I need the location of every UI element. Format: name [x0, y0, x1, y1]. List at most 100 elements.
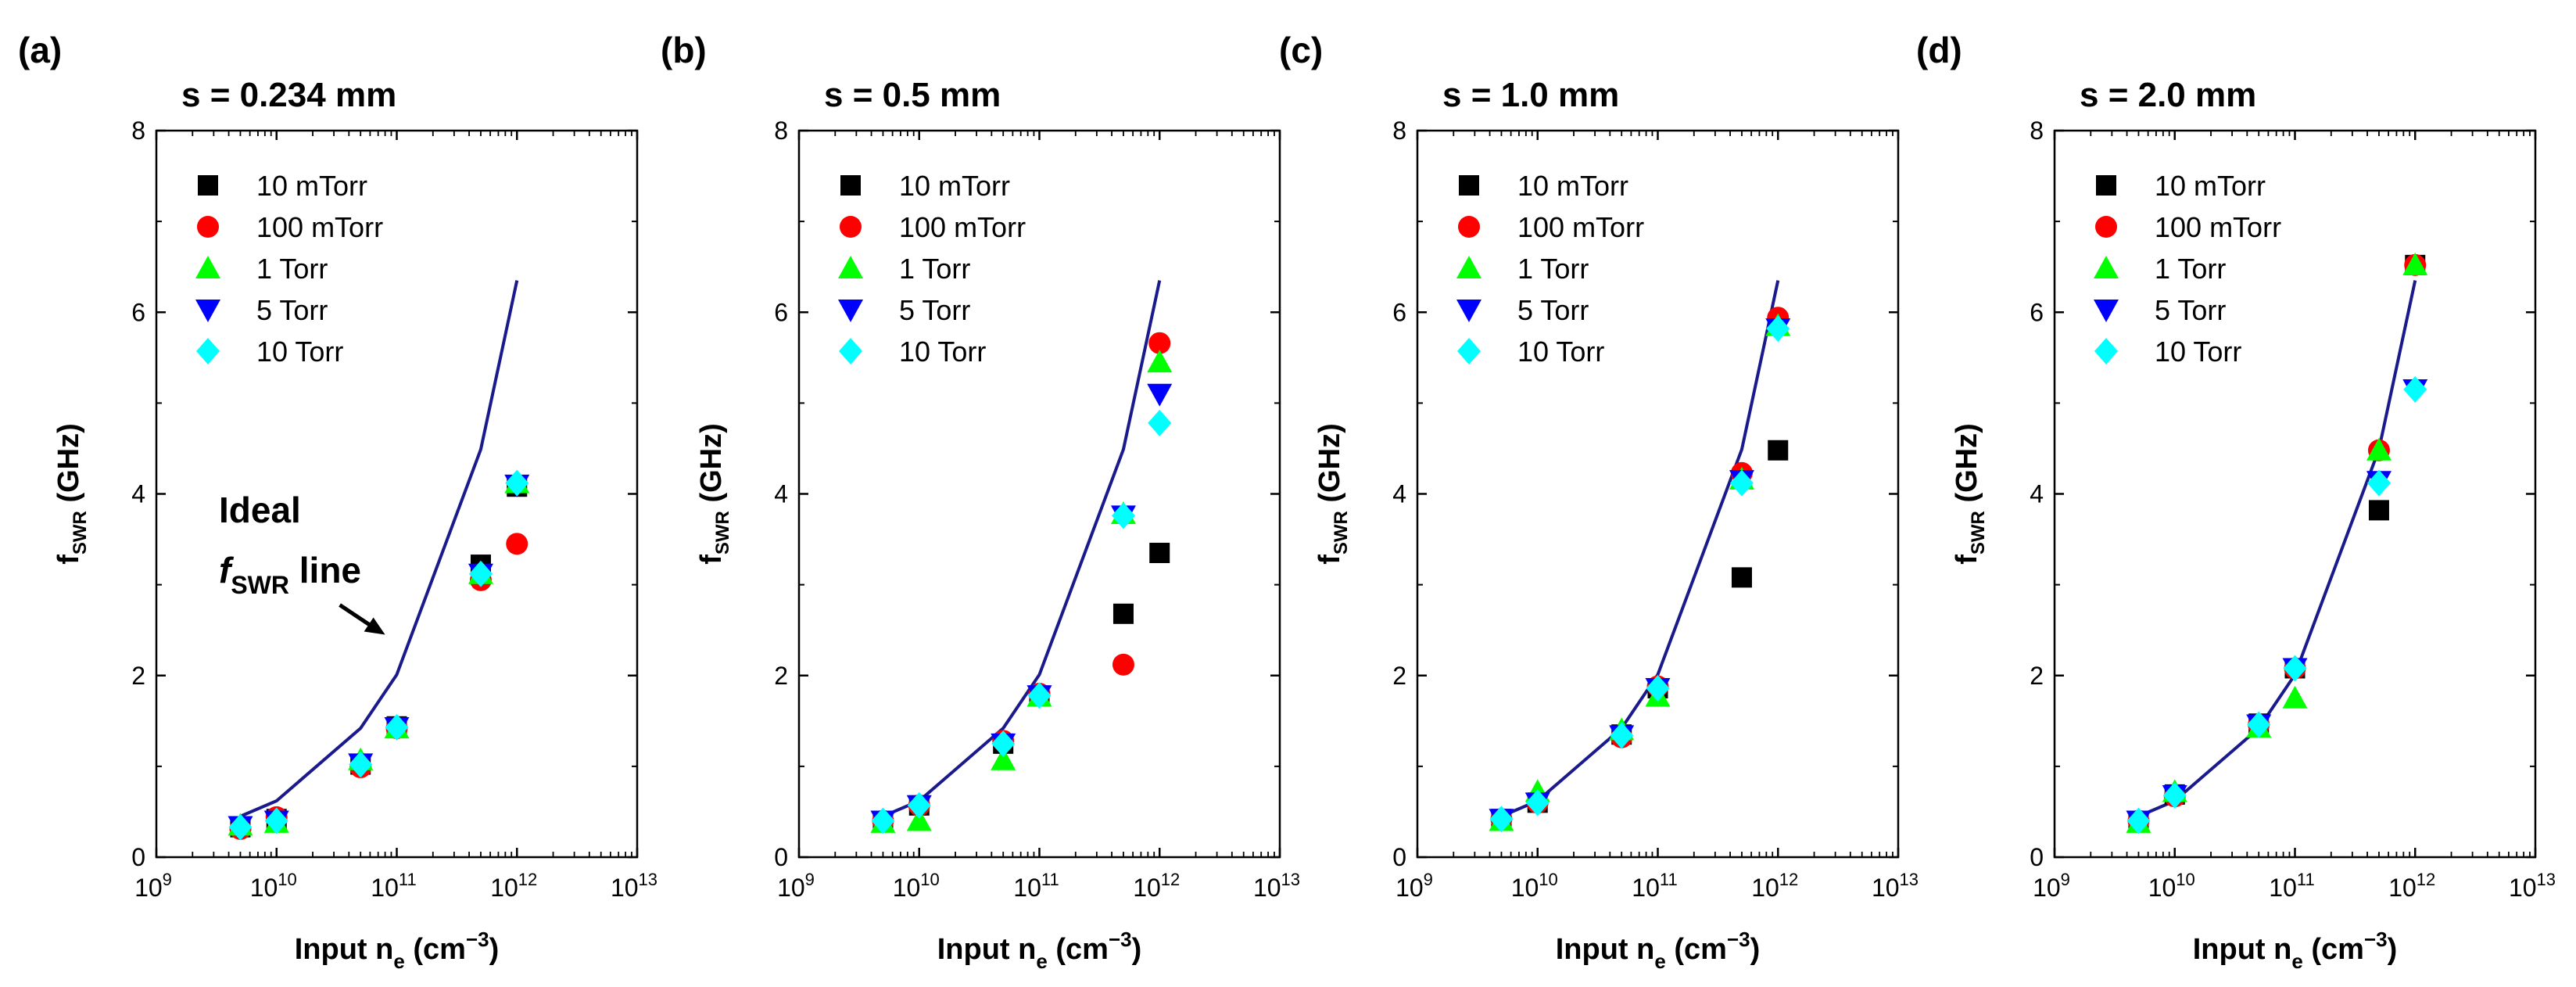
legend-marker-circle	[2095, 216, 2117, 238]
x-tick-label: 109	[134, 870, 172, 902]
panel-title: s = 1.0 mm	[1442, 76, 1619, 114]
annotation-sub: SWR	[231, 571, 289, 599]
data-point-square	[1149, 542, 1170, 563]
data-point-diamond	[1729, 469, 1754, 497]
y-tick-label: 0	[1392, 843, 1406, 871]
legend-label: 100 mTorr	[899, 211, 1026, 243]
data-point-triangle-up	[906, 808, 932, 831]
legend-marker-triangle-down	[838, 300, 863, 322]
plot-frame	[1416, 129, 1900, 859]
legend-label: 1 Torr	[2155, 253, 2226, 285]
y-label-sub: SWR	[712, 511, 733, 555]
data-point-diamond	[991, 730, 1016, 757]
y-tick-label: 8	[774, 117, 788, 145]
x-tick-label: 109	[2033, 870, 2070, 902]
data-point-square	[1731, 567, 1752, 588]
x-tick-exp: 11	[399, 870, 417, 889]
data-point-diamond	[1489, 806, 1514, 833]
x-tick-label: 109	[777, 870, 815, 902]
x-tick-base: 10	[1013, 874, 1041, 902]
x-label-main: Input n	[1556, 933, 1655, 966]
data-point-diamond	[2247, 711, 2271, 738]
legend-marker-triangle-down	[2094, 300, 2119, 322]
legend-marker-circle	[197, 216, 219, 238]
legend-label: 10 Torr	[256, 336, 343, 368]
data-point-triangle-down	[1147, 383, 1173, 407]
x-tick-exp: 12	[1779, 870, 1798, 889]
legend-label: 1 Torr	[256, 253, 328, 285]
x-tick-label: 1011	[1632, 870, 1677, 902]
data-point-diamond	[505, 469, 529, 497]
x-tick-base: 10	[250, 874, 278, 902]
x-tick-label: 1013	[2509, 870, 2556, 902]
x-tick-exp: 12	[1161, 870, 1180, 889]
panel-letter: (b)	[661, 30, 707, 70]
data-point-diamond	[228, 813, 253, 841]
x-tick-base: 10	[611, 874, 639, 902]
y-tick-label: 8	[2030, 117, 2044, 145]
y-label-unit: (GHz)	[52, 423, 85, 511]
legend-label: 100 mTorr	[2155, 211, 2281, 243]
panel-letter: (d)	[1916, 30, 1962, 70]
x-tick-label: 1012	[1133, 870, 1180, 902]
x-label-sub: e	[2291, 949, 2302, 973]
legend-label: 10 mTorr	[1517, 170, 1628, 202]
annotation-ideal: Ideal	[219, 490, 301, 530]
legend-marker-triangle-up	[838, 256, 863, 278]
x-axis-label: Input ne (cm−3)	[295, 928, 500, 973]
x-tick-label: 1012	[1751, 870, 1798, 902]
legend-marker-diamond	[1457, 338, 1481, 364]
legend-label: 10 Torr	[2155, 336, 2241, 368]
legend-marker-square	[2096, 175, 2116, 196]
x-label-sup: −3	[1727, 928, 1750, 951]
legend-label: 100 mTorr	[256, 211, 383, 243]
y-label-main: f	[52, 555, 85, 565]
x-label-main: Input n	[295, 933, 394, 966]
x-tick-base: 10	[2033, 874, 2061, 902]
x-tick-base: 10	[1133, 874, 1161, 902]
x-tick-base: 10	[371, 874, 399, 902]
data-point-diamond	[349, 751, 373, 778]
legend-label: 10 mTorr	[2155, 170, 2266, 202]
legend-marker-diamond	[2094, 338, 2118, 364]
x-tick-exp: 11	[1041, 870, 1059, 889]
legend-marker-circle	[840, 216, 862, 238]
x-label-sub: e	[1036, 949, 1047, 973]
data-point-diamond	[385, 713, 409, 741]
x-label-unit: (cm	[1048, 933, 1109, 966]
x-tick-exp: 13	[2537, 870, 2556, 889]
x-tick-label: 1010	[893, 870, 940, 902]
y-tick-label: 6	[774, 298, 788, 326]
legend-label: 100 mTorr	[1517, 211, 1644, 243]
x-tick-label: 109	[1395, 870, 1433, 902]
x-tick-exp: 12	[518, 870, 537, 889]
x-tick-base: 10	[1751, 874, 1779, 902]
y-tick-label: 2	[131, 662, 145, 690]
x-tick-exp: 10	[1539, 870, 1557, 889]
data-point-diamond	[2162, 782, 2187, 809]
x-tick-exp: 13	[1900, 870, 1919, 889]
data-point-triangle-up	[2402, 252, 2428, 275]
x-tick-base: 10	[2148, 874, 2177, 902]
data-point-diamond	[907, 791, 931, 819]
y-axis-label: fSWR (GHz)	[1951, 423, 1989, 565]
panel-title: s = 0.5 mm	[824, 76, 1001, 114]
data-point-triangle-up	[1147, 350, 1173, 373]
y-label-sub: SWR	[70, 511, 91, 555]
data-point-diamond	[264, 807, 288, 834]
data-point-diamond	[2403, 375, 2427, 403]
y-label-main: f	[1313, 555, 1346, 565]
data-point-diamond	[1148, 409, 1172, 436]
x-tick-exp: 12	[2417, 870, 2435, 889]
x-tick-base: 10	[1872, 874, 1900, 902]
y-tick-label: 0	[774, 843, 788, 871]
x-tick-base: 10	[1395, 874, 1424, 902]
legend-label: 10 mTorr	[256, 170, 367, 202]
plot-frame	[797, 129, 1281, 859]
legend-marker-triangle-down	[195, 300, 220, 322]
data-point-triangle-up	[2282, 685, 2308, 709]
data-point-diamond	[1766, 315, 1790, 343]
